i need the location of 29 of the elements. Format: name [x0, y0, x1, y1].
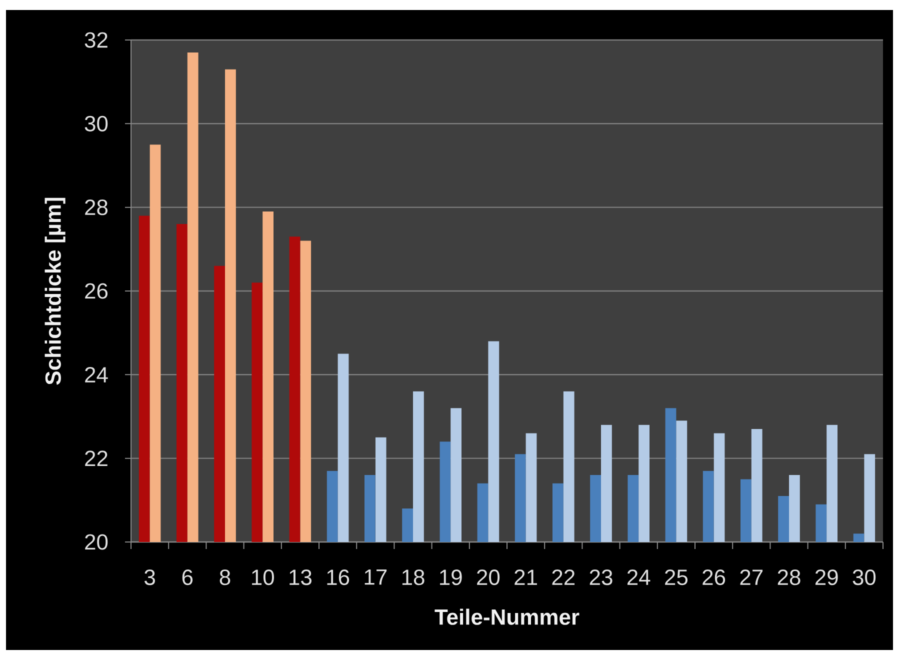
x-tick-label: 22	[552, 570, 575, 585]
x-tick-label: 23	[590, 570, 612, 586]
y-tick-label: 32	[84, 32, 108, 48]
y-tick-label: 26	[85, 283, 108, 299]
y-tick-label: 30	[84, 116, 108, 132]
x-axis-title: Teile-Nummer	[434, 608, 580, 625]
x-tick-label: 24	[627, 570, 650, 585]
x-tick-label: 21	[514, 570, 537, 585]
x-tick-label: 29	[815, 570, 838, 586]
x-tick-label: 6	[182, 570, 193, 586]
y-axis-title: Schichtdicke [µm]	[44, 198, 66, 385]
x-tick-label: 26	[702, 570, 726, 586]
x-tick-label: 17	[364, 570, 387, 585]
x-tick-label: 10	[252, 570, 274, 586]
y-tick-label: 20	[85, 534, 108, 550]
x-tick-label: 30	[852, 570, 876, 586]
x-tick-label: 18	[402, 570, 424, 586]
x-tick-label: 8	[220, 570, 230, 586]
x-tick-label: 19	[440, 570, 462, 586]
x-tick-label: 13	[290, 570, 312, 586]
x-tick-label: 3	[144, 570, 155, 586]
x-tick-label: 16	[327, 570, 350, 586]
y-tick-label: 28	[85, 200, 108, 216]
x-tick-label: 25	[665, 570, 688, 586]
y-tick-label: 22	[85, 450, 108, 466]
x-tick-label: 28	[778, 570, 800, 586]
x-tick-label: 20	[477, 570, 500, 586]
x-tick-label: 27	[740, 570, 763, 585]
y-tick-label: 24	[85, 366, 108, 382]
